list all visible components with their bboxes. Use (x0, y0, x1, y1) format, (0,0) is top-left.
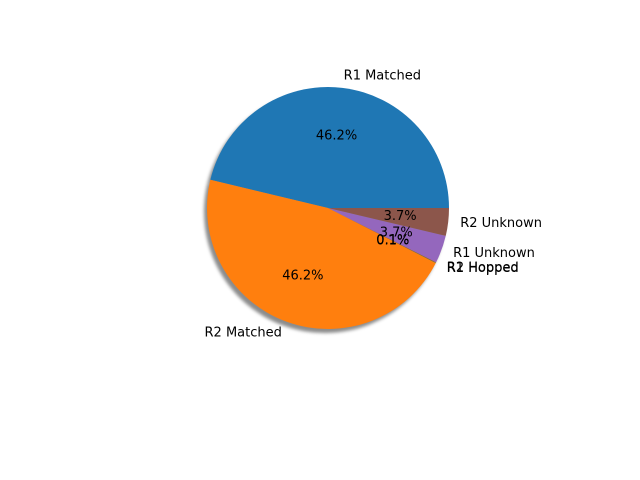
slice-r1-matched (210, 87, 449, 208)
percent-labels: 46.2%46.2%0.1%0.1%3.7%3.7% (282, 128, 416, 283)
slice-label-r2-hopped: R2 Hopped (447, 260, 519, 275)
slice-label-r2-matched: R2 Matched (205, 325, 282, 340)
percent-label-r2-matched: 46.2% (282, 269, 323, 284)
slice-label-r1-matched: R1 Matched (344, 68, 421, 83)
slice-label-r1-unknown: R1 Unknown (453, 246, 535, 261)
percent-label-r2-hopped: 0.1% (376, 233, 409, 248)
slice-r2-matched (207, 179, 436, 329)
percent-label-r1-unknown: 3.7% (380, 225, 413, 240)
slice-label-r1-hopped: R1 Hopped (447, 261, 519, 276)
slice-r1-hopped (328, 208, 436, 263)
pie-slices (207, 87, 449, 329)
percent-label-r2-unknown: 3.7% (384, 209, 417, 224)
slice-label-r2-unknown: R2 Unknown (460, 216, 542, 231)
percent-label-r1-matched: 46.2% (316, 128, 357, 143)
slice-r2-hopped (328, 208, 437, 263)
slice-r1-unknown (328, 208, 446, 263)
slice-r2-unknown (328, 208, 449, 236)
percent-label-r1-hopped: 0.1% (376, 233, 409, 248)
